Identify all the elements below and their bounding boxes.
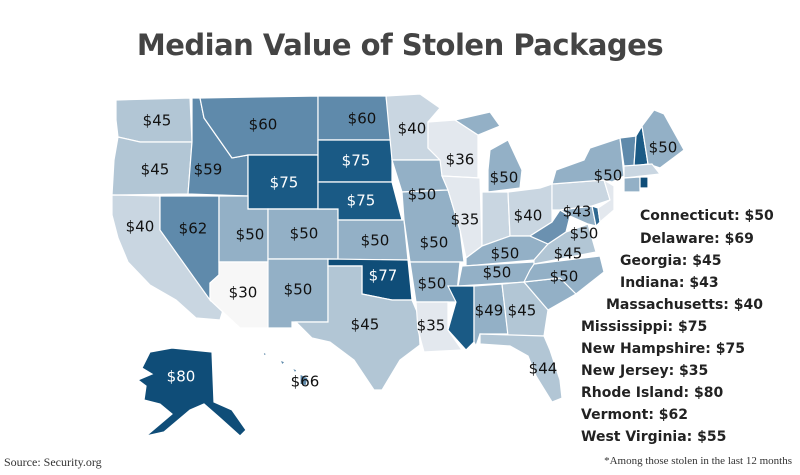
label-wa: $45 xyxy=(143,112,172,130)
label-ar: $50 xyxy=(418,275,447,293)
label-tn: $50 xyxy=(483,264,512,282)
label-ne: $75 xyxy=(347,192,376,210)
label-sc: $50 xyxy=(550,268,579,286)
label-wi: $36 xyxy=(446,151,475,169)
label-sd: $75 xyxy=(342,152,371,170)
state-georgia[interactable] xyxy=(501,281,549,337)
state-michigan-upper[interactable] xyxy=(453,111,501,136)
label-az: $30 xyxy=(229,284,258,302)
label-wy: $75 xyxy=(270,174,299,192)
label-mo: $50 xyxy=(420,234,449,252)
label-pa: $43 xyxy=(563,203,592,221)
label-ia: $50 xyxy=(408,186,437,204)
state-louisiana[interactable] xyxy=(415,301,464,353)
label-nm: $50 xyxy=(284,281,313,299)
label-me: $50 xyxy=(649,139,678,157)
label-hi: $66 xyxy=(291,373,320,391)
label-la: $35 xyxy=(417,317,446,335)
label-al: $49 xyxy=(475,302,504,320)
label-ca: $40 xyxy=(126,218,155,236)
state-connecticut[interactable] xyxy=(623,176,641,193)
label-va: $45 xyxy=(554,245,583,263)
label-ut: $50 xyxy=(236,226,265,244)
label-ks: $50 xyxy=(361,232,390,250)
label-ak: $80 xyxy=(167,368,196,386)
label-ga: $45 xyxy=(508,302,537,320)
state-value-labels: $45 $45 $40 $62 $59 $60 $75 $50 $50 $30 … xyxy=(126,110,678,391)
label-il: $35 xyxy=(451,211,480,229)
label-id: $59 xyxy=(194,161,223,179)
label-fl: $44 xyxy=(529,360,558,378)
label-mt: $60 xyxy=(249,116,278,134)
label-ky: $50 xyxy=(491,245,520,263)
label-mi: $50 xyxy=(490,169,519,187)
state-florida[interactable] xyxy=(479,333,563,403)
label-nd: $60 xyxy=(348,110,377,128)
label-ny: $50 xyxy=(594,167,623,185)
state-michigan[interactable] xyxy=(487,139,523,193)
state-texas[interactable] xyxy=(294,265,421,391)
state-hawaii[interactable] xyxy=(262,350,309,387)
state-north-carolina[interactable] xyxy=(522,255,605,295)
state-new-jersey[interactable] xyxy=(597,178,615,224)
label-or: $45 xyxy=(141,161,170,179)
footnote: *Among those stolen in the last 12 month… xyxy=(604,455,792,467)
label-nv: $62 xyxy=(179,220,208,238)
label-md: $50 xyxy=(570,225,599,243)
map-title: Median Value of Stolen Packages xyxy=(136,28,664,62)
state-massachusetts[interactable] xyxy=(623,163,662,179)
label-tx: $45 xyxy=(351,316,380,334)
label-oh: $40 xyxy=(514,207,543,225)
label-mn: $40 xyxy=(398,120,427,138)
label-ok: $77 xyxy=(369,267,398,285)
state-rhode-island[interactable] xyxy=(639,176,649,189)
source-credit: Source: Security.org xyxy=(4,455,102,469)
label-co: $50 xyxy=(290,225,319,243)
state-alaska[interactable] xyxy=(136,347,247,437)
